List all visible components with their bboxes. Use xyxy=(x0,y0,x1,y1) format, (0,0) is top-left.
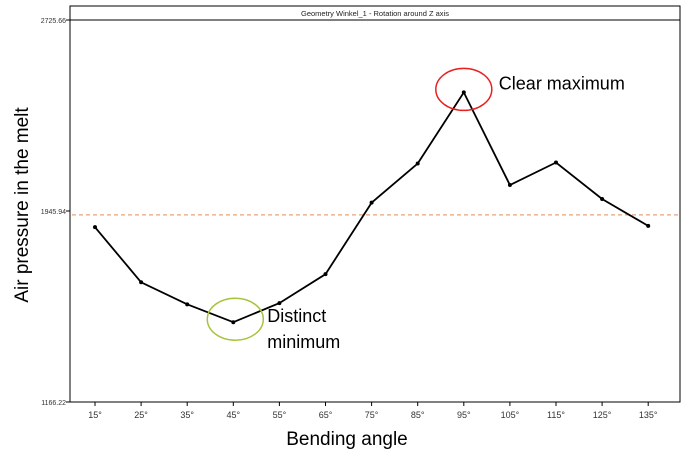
x-tick-label: 55° xyxy=(273,410,287,420)
x-tick-label: 45° xyxy=(226,410,240,420)
x-tick-label: 95° xyxy=(457,410,471,420)
minimum-annotation: Distinct minimum xyxy=(267,306,340,352)
chart-title: Geometry Winkel_1 - Rotation around Z ax… xyxy=(301,9,449,18)
x-tick-label: 35° xyxy=(180,410,194,420)
data-point xyxy=(600,196,605,201)
data-point xyxy=(93,225,97,230)
data-point xyxy=(415,161,420,166)
series-line xyxy=(94,90,649,324)
x-axis-label: Bending angle xyxy=(286,429,408,450)
minimum-highlight-circle xyxy=(206,297,265,341)
x-tick-label: 135° xyxy=(639,410,658,420)
data-point xyxy=(185,302,190,307)
x-tick-label: 105° xyxy=(501,410,520,420)
x-tick-label: 25° xyxy=(134,410,148,420)
x-tick-label: 115° xyxy=(547,410,565,420)
chart-marks: 2725.66 1945.94 1166.22 15° 25° 35° 45° 55° 65° 7… xyxy=(41,18,678,420)
data-point xyxy=(554,160,558,165)
y-tick-label: 2725.66 xyxy=(41,18,66,25)
x-tick-label: 85° xyxy=(411,410,425,420)
data-point xyxy=(461,90,466,95)
data-point xyxy=(507,183,512,188)
x-tick-label: 125° xyxy=(593,410,612,420)
data-point xyxy=(231,320,236,325)
data-point xyxy=(646,223,651,228)
data-point xyxy=(369,200,374,205)
data-point xyxy=(323,272,328,277)
x-tick-label: 15° xyxy=(88,410,102,420)
y-tick-label: 1166.22 xyxy=(41,400,66,407)
data-point xyxy=(277,301,282,306)
maximum-annotation: Clear maximum xyxy=(499,73,625,93)
data-point xyxy=(139,280,144,285)
y-axis-label: Air pressure in the melt xyxy=(12,107,33,303)
x-tick-label: 65° xyxy=(319,410,333,420)
x-tick-label: 75° xyxy=(365,410,379,420)
maximum-highlight-circle xyxy=(435,67,493,112)
y-tick-label: 1945.94 xyxy=(41,209,66,216)
